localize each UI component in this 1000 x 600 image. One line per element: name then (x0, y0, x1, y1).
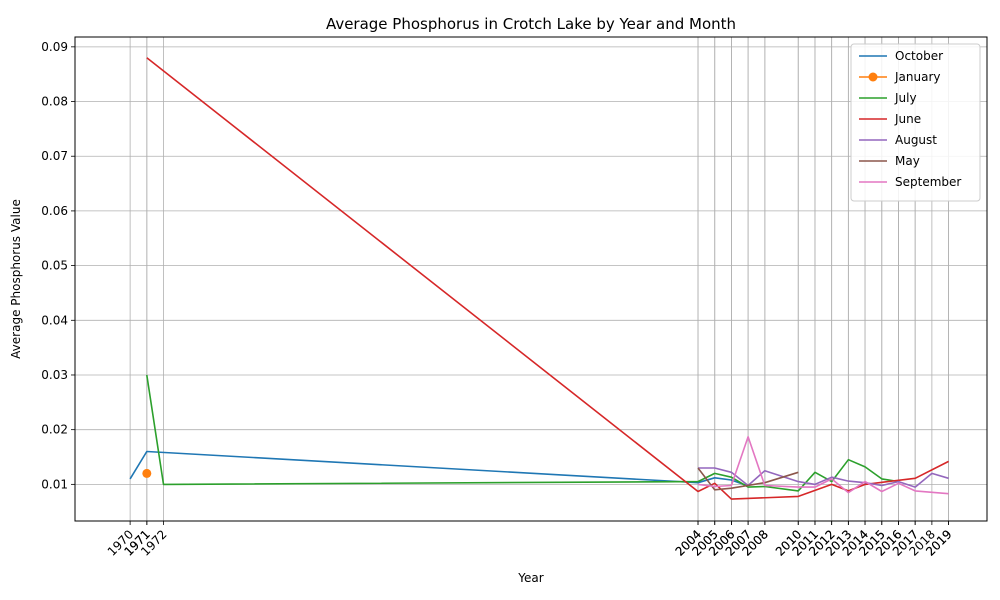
series-june (146, 57, 949, 500)
legend-item-august: August (859, 133, 937, 147)
series-january (142, 468, 152, 478)
series-august (698, 467, 949, 488)
legend-label: July (894, 91, 917, 105)
series-line-july (146, 374, 899, 492)
legend-label: January (894, 70, 941, 84)
legend-label: September (895, 175, 961, 189)
grid-lines (75, 37, 987, 521)
series-line-june (146, 57, 949, 500)
series-lines (129, 57, 949, 500)
plot-frame (74, 36, 988, 522)
legend-item-october: October (859, 49, 943, 63)
y-tick-label: 0.07 (41, 149, 68, 163)
legend-label: August (895, 133, 937, 147)
y-tick-label: 0.03 (41, 368, 68, 382)
legend-label: October (895, 49, 943, 63)
legend-item-september: September (859, 175, 961, 189)
series-line-august (698, 467, 949, 488)
series-may (697, 467, 799, 491)
y-axis-ticks: 0.01 0.02 0.03 0.04 0.05 0.06 0.07 0.08 0.09 (41, 40, 75, 491)
legend-item-may: May (859, 154, 920, 168)
legend-label: May (895, 154, 920, 168)
y-tick-label: 0.02 (41, 423, 68, 437)
y-tick-label: 0.08 (41, 95, 68, 109)
series-line-october (129, 450, 749, 487)
y-tick-label: 0.09 (41, 40, 68, 54)
series-october (129, 450, 749, 487)
y-tick-label: 0.04 (41, 313, 68, 327)
y-axis-label: Average Phosphorus Value (9, 199, 23, 359)
legend: October January July June August May September (850, 43, 981, 202)
legend-item-june: June (859, 112, 921, 126)
series-september (697, 435, 949, 495)
legend-item-january: January (859, 70, 941, 84)
data-point-january (142, 468, 152, 478)
y-tick-label: 0.06 (41, 204, 68, 218)
series-line-september (697, 435, 949, 495)
legend-marker (868, 72, 878, 82)
series-july (146, 374, 899, 492)
plot-area (75, 37, 987, 521)
y-tick-label: 0.05 (41, 259, 68, 273)
y-tick-label: 0.01 (41, 477, 68, 491)
chart-title: Average Phosphorus in Crotch Lake by Yea… (326, 15, 736, 33)
x-axis-label: Year (517, 571, 543, 585)
legend-item-july: July (859, 91, 917, 105)
series-line-may (697, 467, 799, 491)
legend-label: June (894, 112, 921, 126)
